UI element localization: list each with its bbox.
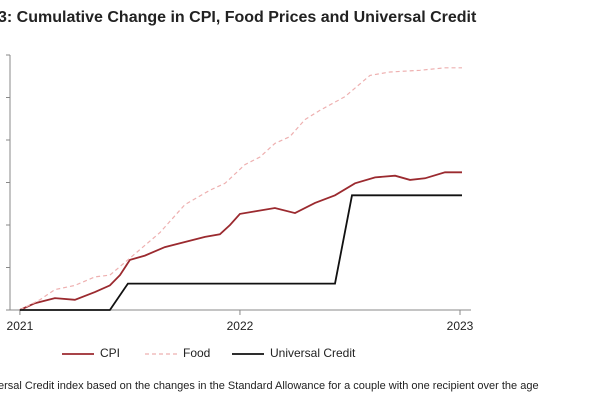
legend-label: CPI xyxy=(100,346,120,360)
legend-label: Universal Credit xyxy=(270,346,356,360)
chart-title: 3: Cumulative Change in CPI, Food Prices… xyxy=(0,9,477,26)
legend-label: Food xyxy=(183,346,210,360)
footnote: ersal Credit index based on the changes … xyxy=(0,380,539,392)
x-tick-label: 2023 xyxy=(447,319,474,333)
x-tick-label: 2022 xyxy=(227,319,254,333)
series-line xyxy=(19,194,462,311)
series-line xyxy=(19,171,462,311)
series-line xyxy=(19,67,462,311)
x-tick-label: 2021 xyxy=(7,319,34,333)
